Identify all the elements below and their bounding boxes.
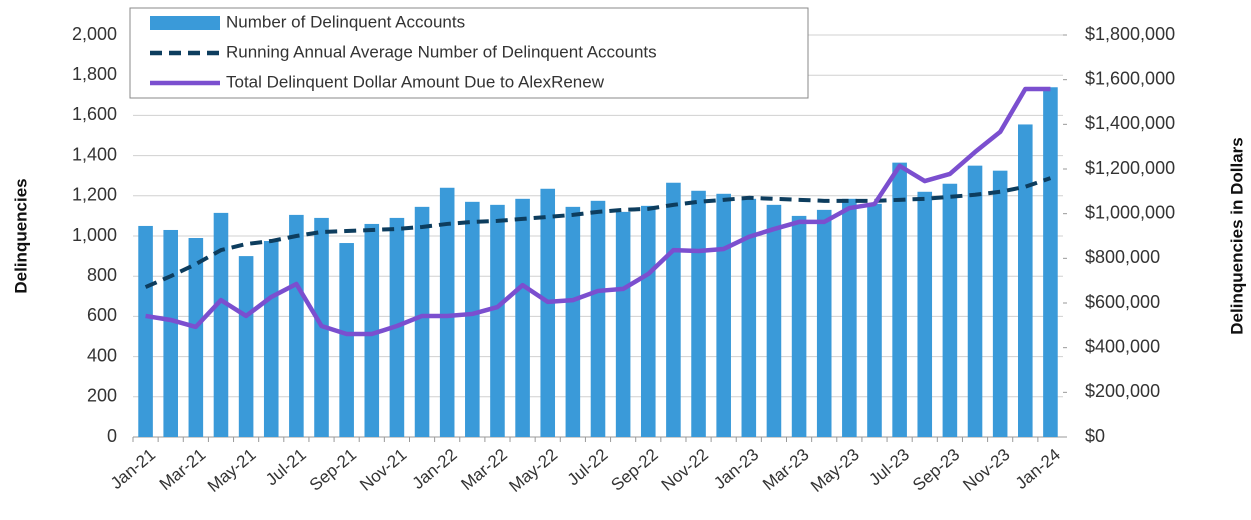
x-tick-label: Jan-24	[1012, 445, 1064, 493]
legend-label: Number of Delinquent Accounts	[226, 12, 465, 31]
bar	[892, 162, 907, 437]
legend-swatch	[150, 16, 220, 30]
y-tick-label: 2,000	[72, 24, 117, 44]
x-tick-label: Nov-23	[959, 445, 1013, 495]
y2-tick-label: $0	[1085, 426, 1105, 446]
legend-label: Running Annual Average Number of Delinqu…	[226, 42, 657, 61]
y-tick-label: 400	[87, 345, 117, 365]
x-tick-label: Jan-23	[710, 445, 762, 493]
bar	[917, 191, 933, 437]
x-tick-label: May-23	[807, 445, 863, 496]
bar	[716, 193, 731, 437]
bar	[791, 215, 807, 437]
y-tick-label: 600	[87, 305, 117, 325]
bar	[615, 211, 631, 437]
x-tick-label: May-21	[204, 445, 260, 496]
bar	[515, 198, 530, 437]
bar	[1018, 124, 1033, 437]
bar	[188, 238, 204, 437]
y2-tick-label: $600,000	[1085, 292, 1160, 312]
bar	[565, 206, 581, 437]
bar	[942, 183, 958, 437]
x-tick-label: Jan-22	[409, 445, 461, 493]
y2-tick-label: $1,600,000	[1085, 68, 1175, 88]
y2-tick-label: $1,400,000	[1085, 113, 1175, 133]
x-tick-label: Jul-22	[564, 445, 612, 489]
legend-label: Total Delinquent Dollar Amount Due to Al…	[226, 72, 605, 91]
y-tick-label: 800	[87, 265, 117, 285]
bar	[766, 204, 782, 437]
y2-tick-label: $400,000	[1085, 336, 1160, 356]
bar	[238, 256, 254, 437]
bar	[439, 187, 455, 437]
bar	[992, 170, 1008, 438]
legend-box	[129, 7, 809, 99]
x-tick-label: Mar-22	[457, 445, 510, 494]
y2-tick-label: $1,200,000	[1085, 158, 1175, 178]
bar	[339, 243, 354, 437]
x-tick-label: Mar-23	[759, 445, 812, 494]
y-axis-title: Delinquencies	[11, 178, 30, 293]
bar	[289, 214, 304, 437]
x-tick-label: Jan-21	[107, 445, 159, 493]
bar	[213, 212, 229, 437]
x-tick-label: Jul-23	[865, 445, 913, 489]
y-tick-label: 1,800	[72, 64, 117, 84]
y-tick-label: 1,400	[72, 144, 117, 164]
x-tick-label: Sep-21	[306, 445, 360, 495]
bar	[414, 206, 430, 437]
y2-tick-label: $200,000	[1085, 381, 1160, 401]
bar	[364, 223, 380, 437]
bar	[867, 203, 882, 437]
bar	[816, 209, 832, 437]
bar	[741, 198, 757, 437]
x-tick-label: Jul-21	[262, 445, 310, 489]
bar	[842, 198, 857, 437]
bar	[490, 204, 505, 437]
x-tick-label: Sep-23	[909, 445, 963, 495]
x-tick-label: Nov-21	[356, 445, 410, 495]
line-series	[144, 176, 1052, 289]
y-tick-label: 0	[107, 426, 117, 446]
y2-axis-title: Delinquencies in Dollars	[1227, 137, 1246, 334]
line-series	[145, 86, 1051, 337]
x-tick-label: May-22	[506, 445, 562, 496]
y-tick-label: 1,600	[72, 104, 117, 124]
y2-tick-label: $800,000	[1085, 247, 1160, 267]
bar	[138, 225, 153, 437]
y-tick-label: 1,200	[72, 185, 117, 205]
bar	[691, 190, 706, 437]
bar	[640, 205, 656, 437]
y-tick-label: 1,000	[72, 225, 117, 245]
bar	[465, 201, 480, 437]
bar	[1043, 87, 1058, 437]
bar	[263, 241, 279, 437]
bar	[590, 200, 606, 437]
y2-tick-label: $1,000,000	[1085, 202, 1175, 222]
x-tick-label: Nov-22	[658, 445, 712, 495]
bar	[666, 182, 681, 437]
bar	[163, 229, 178, 437]
y2-tick-label: $1,800,000	[1085, 24, 1175, 44]
x-tick-label: Mar-21	[156, 445, 209, 494]
bar	[967, 165, 983, 437]
x-tick-label: Sep-22	[608, 445, 662, 495]
y-tick-label: 200	[87, 386, 117, 406]
bar	[540, 188, 556, 437]
